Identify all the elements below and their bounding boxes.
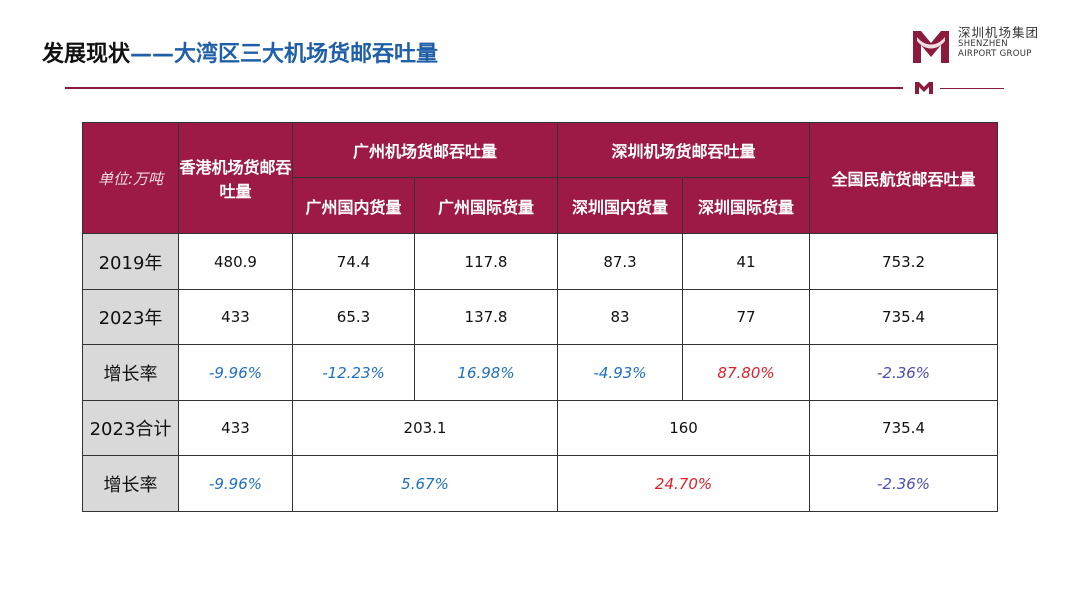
row-label: 增长率 bbox=[82, 344, 179, 401]
page-title-sub: ——大湾区三大机场货邮吞吐量 bbox=[130, 42, 439, 67]
cargo-throughput-table: 单位:万吨 香港机场货邮吞吐量 广州机场货邮吞吐量 深圳机场货邮吞吐量 全国民航… bbox=[82, 122, 999, 512]
cell-gz-domestic: 74.4 bbox=[292, 233, 415, 290]
table-row: 2019年 480.9 74.4 117.8 87.3 41 753.2 bbox=[82, 233, 999, 290]
header-hk: 香港机场货邮吞吐量 bbox=[178, 122, 293, 234]
cell-gz-domestic-growth: -12.23% bbox=[292, 344, 415, 401]
row-label: 2023年 bbox=[82, 289, 179, 345]
cell-sz-international: 41 bbox=[682, 233, 811, 290]
header-shenzhen: 深圳机场货邮吞吐量 bbox=[557, 122, 811, 178]
header-gz-domestic: 广州国内货量 bbox=[292, 177, 415, 234]
cell-gz-total-growth: 5.67% bbox=[291, 455, 559, 512]
cell-national-total-growth: -2.36% bbox=[809, 455, 999, 512]
header-national: 全国民航货邮吞吐量 bbox=[809, 122, 999, 234]
cell-national: 735.4 bbox=[809, 289, 999, 345]
cell-sz-domestic: 83 bbox=[557, 289, 684, 345]
header-sz-international: 深圳国际货量 bbox=[682, 177, 811, 234]
row-label: 增长率 bbox=[82, 455, 179, 512]
cell-gz-domestic: 65.3 bbox=[292, 289, 415, 345]
table-row: 2023年 433 65.3 137.8 83 77 735.4 bbox=[82, 289, 999, 345]
cell-hk-total: 433 bbox=[178, 400, 293, 456]
cell-gz-international: 117.8 bbox=[413, 233, 559, 290]
header-gz-international: 广州国际货量 bbox=[413, 177, 559, 234]
cell-national: 753.2 bbox=[809, 233, 999, 290]
page-title-main: 发展现状 bbox=[42, 42, 131, 67]
header-divider-right bbox=[940, 88, 1004, 89]
table-row: 增长率 -9.96% 5.67% 24.70% -2.36% bbox=[82, 455, 999, 512]
cell-national-growth: -2.36% bbox=[809, 344, 999, 401]
cell-sz-total-growth: 24.70% bbox=[557, 455, 811, 512]
header-divider bbox=[65, 87, 903, 89]
table-row: 增长率 -9.96% -12.23% 16.98% -4.93% 87.80% … bbox=[82, 344, 999, 401]
logo-name-en-1: SHENZHEN bbox=[958, 39, 1008, 50]
page-title: 发展现状——大湾区三大机场货邮吞吐量 bbox=[42, 36, 438, 68]
header-sz-domestic: 深圳国内货量 bbox=[557, 177, 684, 234]
cell-sz-international-growth: 87.80% bbox=[682, 344, 811, 401]
cell-gz-international-growth: 16.98% bbox=[413, 344, 559, 401]
cell-sz-international: 77 bbox=[682, 289, 811, 345]
small-logo-icon bbox=[915, 82, 933, 94]
cell-hk: 480.9 bbox=[178, 233, 293, 290]
table-row: 2023合计 433 203.1 160 735.4 bbox=[82, 400, 999, 456]
header-guangzhou: 广州机场货邮吞吐量 bbox=[291, 122, 559, 178]
cell-sz-domestic: 87.3 bbox=[557, 233, 684, 290]
logo-name-cn: 深圳机场集团 bbox=[958, 25, 1040, 40]
unit-label: 单位:万吨 bbox=[82, 122, 179, 234]
cell-gz-international: 137.8 bbox=[413, 289, 559, 345]
cell-national-total: 735.4 bbox=[809, 400, 999, 456]
cell-hk-total-growth: -9.96% bbox=[178, 455, 293, 512]
row-label: 2019年 bbox=[82, 233, 179, 290]
logo-name-en-2: AIRPORT GROUP bbox=[958, 49, 1032, 60]
cell-gz-total: 203.1 bbox=[291, 400, 559, 456]
cell-sz-domestic-growth: -4.93% bbox=[557, 344, 684, 401]
shenzhen-airport-logo-icon bbox=[913, 31, 949, 63]
cell-hk-growth: -9.96% bbox=[178, 344, 293, 401]
logo-text: 深圳机场集团 SHENZHEN AIRPORT GROUP bbox=[958, 25, 1040, 60]
cell-hk: 433 bbox=[178, 289, 293, 345]
row-label: 2023合计 bbox=[82, 400, 179, 456]
cell-sz-total: 160 bbox=[557, 400, 811, 456]
